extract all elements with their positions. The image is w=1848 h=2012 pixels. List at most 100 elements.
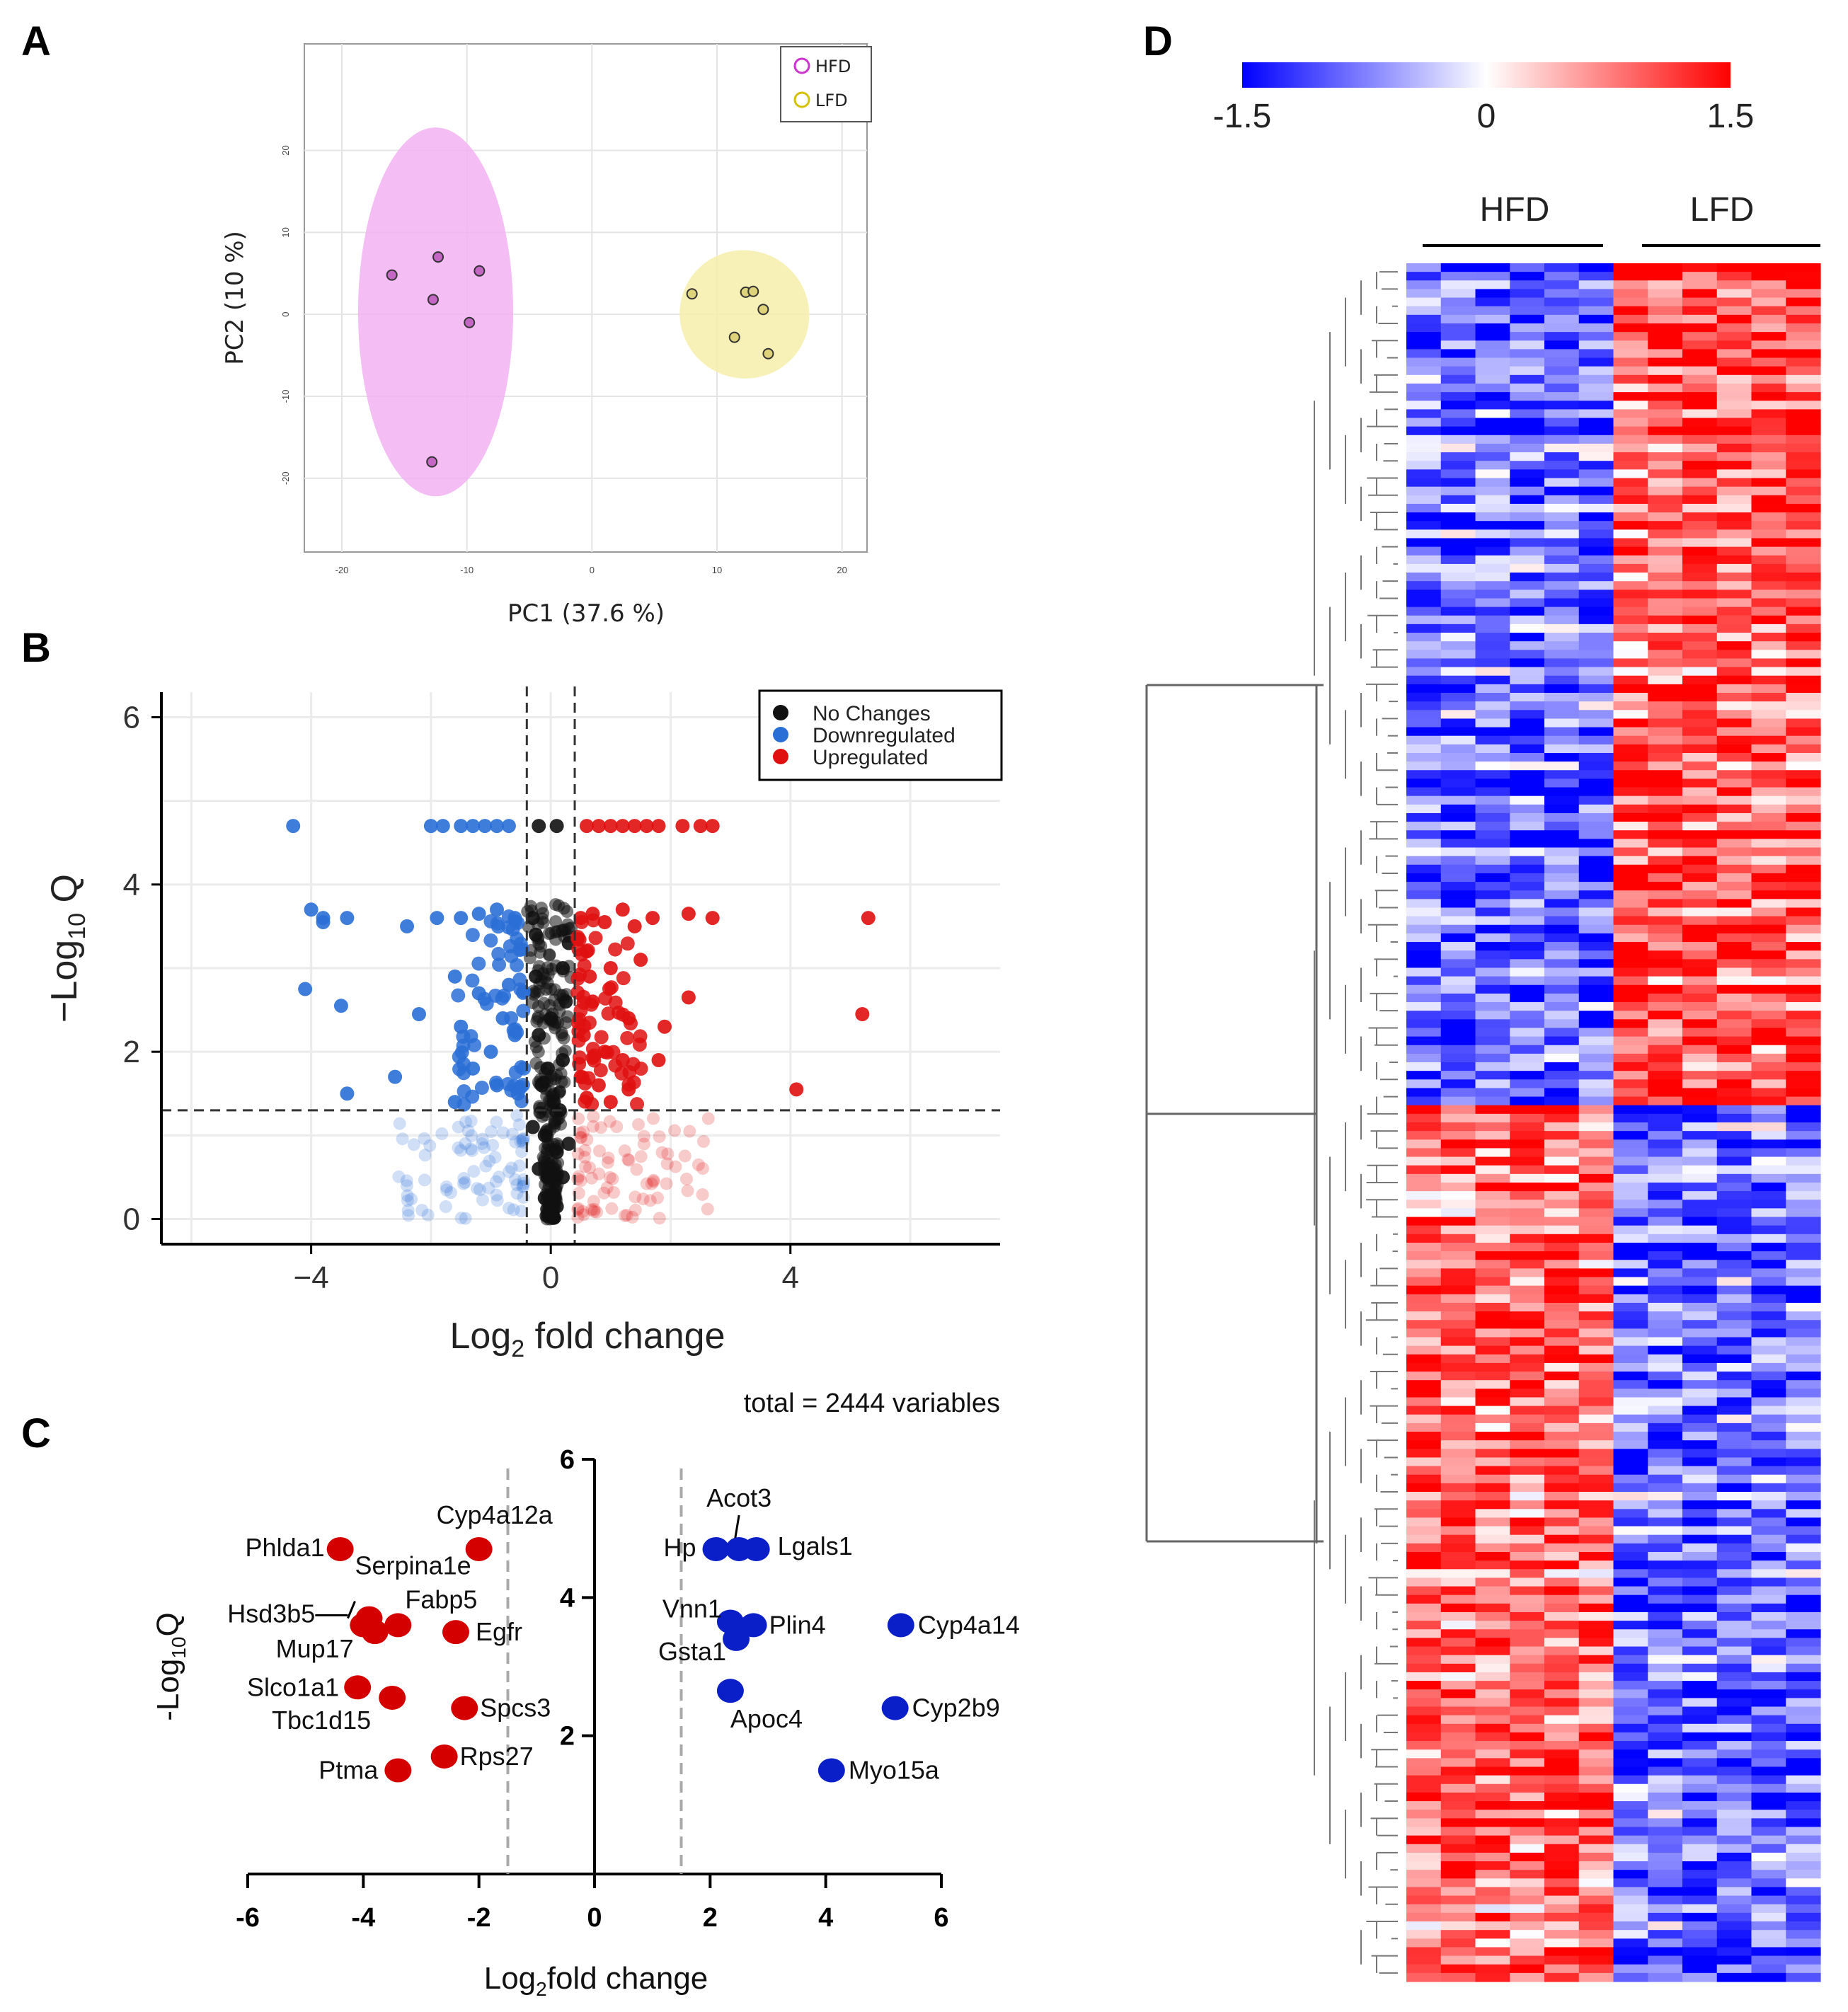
heatmap-cell: [1648, 907, 1683, 917]
heatmap-cell: [1613, 546, 1648, 556]
heatmap-cell: [1578, 761, 1614, 771]
heatmap-cell: [1475, 1062, 1510, 1071]
heatmap-cell: [1613, 873, 1648, 883]
heatmap-cell: [1440, 461, 1476, 470]
heatmap-cell: [1544, 778, 1580, 788]
heatmap-cell: [1716, 1457, 1752, 1467]
heatmap-cell: [1475, 452, 1510, 461]
heatmap-cell: [1440, 349, 1476, 359]
heatmap-cell: [1682, 839, 1718, 849]
heatmap-cell: [1544, 684, 1580, 694]
heatmap-cell: [1682, 272, 1718, 281]
heatmap-cell: [1544, 1397, 1580, 1407]
heatmap-cell: [1716, 710, 1752, 720]
heatmap-cell: [1578, 1930, 1614, 1939]
volcano-point-up-nonsig: [701, 1202, 714, 1216]
heatmap-cell: [1510, 323, 1545, 333]
heatmap-cell: [1440, 1483, 1476, 1493]
heatmap-cell: [1406, 1079, 1442, 1089]
heatmap-cell: [1613, 1268, 1648, 1278]
heatmap-cell: [1751, 1577, 1786, 1587]
heatmap-cell: [1578, 710, 1614, 720]
heatmap-cell: [1406, 1603, 1442, 1613]
heatmap-cell: [1648, 409, 1683, 419]
heatmap-cell: [1440, 1062, 1476, 1071]
heatmap-cell: [1682, 512, 1718, 522]
heatmap-cell: [1578, 1260, 1614, 1269]
heatmap-cell: [1751, 1723, 1786, 1733]
heatmap-cell: [1613, 426, 1648, 436]
heatmap-cell: [1475, 933, 1510, 943]
heatmap-cell: [1716, 280, 1752, 290]
heatmap-cell: [1510, 1801, 1545, 1810]
heatmap-cell: [1648, 623, 1683, 633]
heatmap-cell: [1406, 1440, 1442, 1449]
heatmap-cell: [1440, 573, 1476, 582]
pca-points: [386, 251, 774, 468]
heatmap-cell: [1544, 822, 1580, 831]
heatmap-cell: [1406, 701, 1442, 711]
heatmap-cell: [1786, 1758, 1821, 1768]
heatmap-cell: [1613, 1285, 1648, 1295]
heatmap-cell: [1440, 272, 1476, 281]
heatmap-cell: [1510, 443, 1545, 453]
heatmap-cell: [1544, 1277, 1580, 1287]
heatmap-cell: [1406, 573, 1442, 582]
heatmap-cell: [1648, 1810, 1683, 1819]
pca-y-tick-label: -10: [280, 390, 291, 403]
heatmap-cell: [1786, 761, 1821, 771]
heatmap-cell: [1406, 1749, 1442, 1759]
heatmap-cell: [1406, 1698, 1442, 1708]
heatmap-cell: [1682, 1302, 1718, 1312]
heatmap-cell: [1682, 1019, 1718, 1029]
heatmap-cell: [1544, 1474, 1580, 1484]
heatmap-cell: [1682, 864, 1718, 874]
heatmap-cell: [1510, 1895, 1545, 1905]
volcano-point-no-change: [549, 1114, 562, 1127]
heatmap-cell: [1510, 812, 1545, 822]
heatmap-cell: [1510, 1217, 1545, 1226]
heatmap-cell: [1786, 1818, 1821, 1828]
heatmap-cell: [1475, 812, 1510, 822]
pca-point-hfd: [464, 316, 476, 328]
heatmap-cell: [1786, 486, 1821, 496]
heatmap-cell: [1440, 1492, 1476, 1501]
heatmap-cell: [1716, 942, 1752, 951]
volcano-total-caption: total = 2444 variables: [744, 1389, 1000, 1418]
heatmap-cell: [1751, 1011, 1786, 1020]
gene-point-hp: [702, 1536, 730, 1561]
heatmap-cell: [1786, 718, 1821, 728]
heatmap-cell: [1786, 366, 1821, 376]
heatmap-cell: [1716, 512, 1752, 522]
heatmap-cell: [1406, 1861, 1442, 1870]
volcano-point-upregulated: [576, 989, 591, 1004]
heatmap-cell: [1786, 822, 1821, 831]
heatmap-cell: [1406, 1414, 1442, 1424]
heatmap-cell: [1406, 1019, 1442, 1029]
heatmap-cell: [1716, 1217, 1752, 1226]
heatmap-cell: [1578, 890, 1614, 899]
heatmap-cell: [1751, 1827, 1786, 1836]
volcano-point-downregulated: [501, 819, 516, 834]
heatmap-cell: [1716, 1260, 1752, 1269]
volcano-point-up-nonsig: [669, 1160, 682, 1173]
heatmap-cell: [1716, 1466, 1752, 1476]
heatmap-cell: [1648, 1405, 1683, 1415]
heatmap-cell: [1682, 486, 1718, 496]
heatmap-cell: [1475, 1122, 1510, 1132]
heatmap-cell: [1613, 280, 1648, 290]
volcano-point-upregulated: [615, 819, 630, 834]
heatmap-cell: [1648, 1113, 1683, 1123]
heatmap-cell: [1475, 1783, 1510, 1793]
heatmap-cell: [1648, 1122, 1683, 1132]
heatmap-cell: [1751, 521, 1786, 530]
heatmap-cell: [1613, 1422, 1648, 1432]
heatmap-cell: [1751, 1878, 1786, 1888]
heatmap-cell: [1475, 710, 1510, 720]
heatmap-cell: [1613, 1492, 1648, 1501]
heatmap-cell: [1751, 1105, 1786, 1115]
heatmap-cell: [1544, 374, 1580, 384]
heatmap-cell: [1510, 1028, 1545, 1037]
heatmap-cell: [1510, 1552, 1545, 1561]
